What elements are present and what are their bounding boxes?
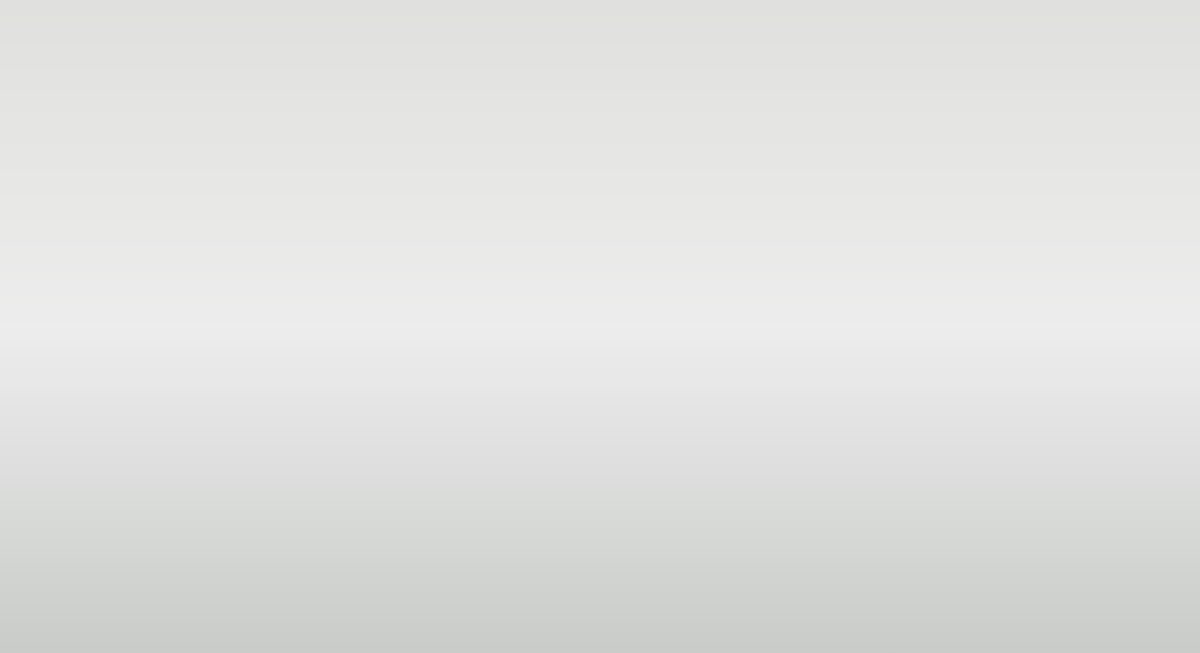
- Text: $x(t) = t^2 + 4t + 2$: $x(t) = t^2 + 4t + 2$: [229, 237, 413, 268]
- Text: (a)  determine the value(s) of $t$ where the slope of the tangent line equals 3.: (a) determine the value(s) of $t$ where …: [206, 302, 1168, 330]
- Text: 2.  For the parametric curve defined by:: 2. For the parametric curve defined by:: [190, 156, 698, 180]
- Text: (b)  determine the equation of the tangent line to the curve at $t = 1$.: (b) determine the equation of the tangen…: [206, 392, 1056, 421]
- Text: $y(t) = t^3 + 2t^2 + 4t + 1$: $y(t) = t^3 + 2t^2 + 4t + 1$: [480, 237, 725, 268]
